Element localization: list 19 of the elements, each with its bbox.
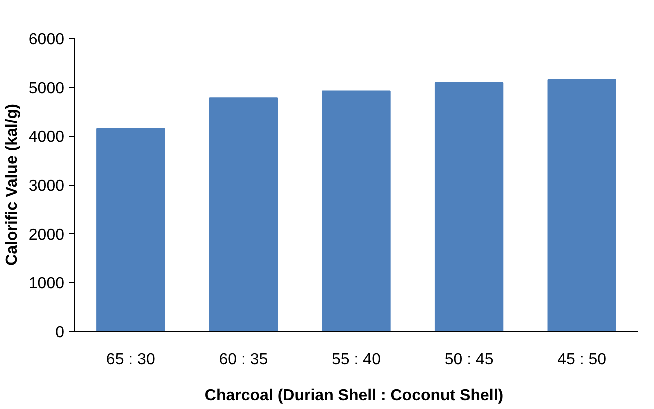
y-tick-label: 3000 [28, 178, 65, 195]
bar [209, 98, 278, 332]
x-axis-title: Charcoal (Durian Shell : Coconut Shell) [204, 388, 504, 404]
x-tick-label: 60 : 35 [219, 352, 268, 368]
y-tick-label: 5000 [28, 80, 65, 98]
x-tick-label: 50 : 45 [444, 352, 494, 368]
bar [96, 128, 166, 332]
y-tick-label: 2000 [28, 226, 65, 244]
x-tick-label: 65 : 30 [106, 352, 156, 368]
bar [434, 82, 504, 332]
bar [322, 90, 391, 332]
y-tick-label: 4000 [28, 129, 65, 146]
y-tick-label: 6000 [28, 32, 65, 48]
x-tick-label: 45 : 50 [558, 352, 607, 368]
y-tick-label: 1000 [28, 276, 65, 293]
y-tick-label: 0 [56, 324, 65, 342]
y-axis-title: Calorific Value (kal/g) [4, 104, 21, 266]
bar [548, 80, 616, 332]
x-tick-label: 55 : 40 [332, 352, 382, 368]
